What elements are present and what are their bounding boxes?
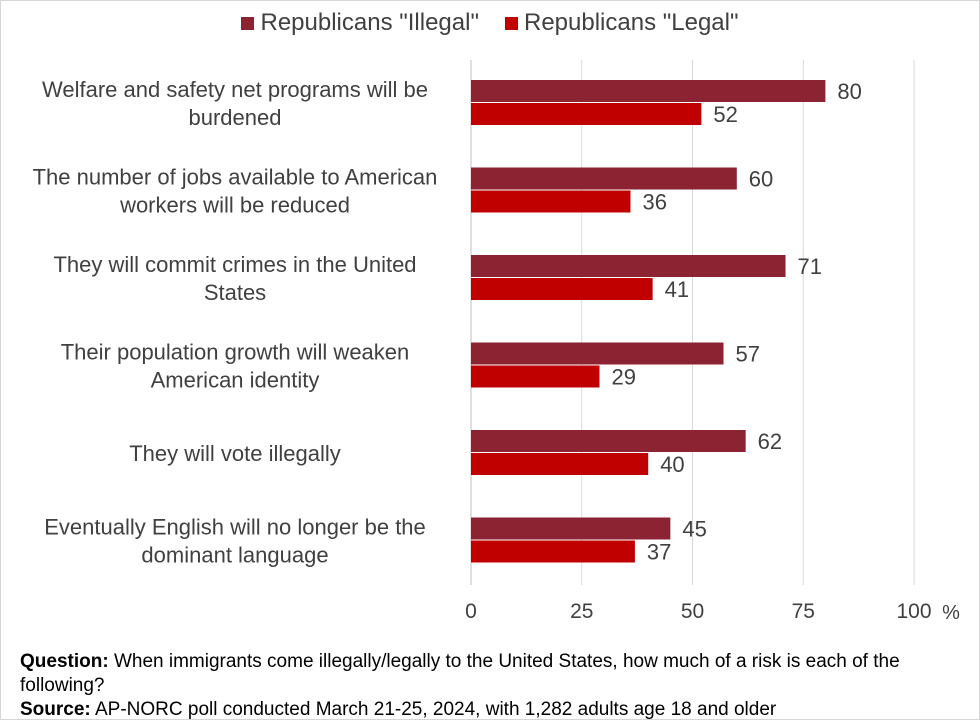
question-text: When immigrants come illegally/legally t…	[20, 651, 900, 696]
data-label: 40	[660, 452, 684, 477]
data-label: 29	[611, 365, 635, 390]
legend: Republicans "Illegal" Republicans "Legal…	[0, 9, 980, 37]
data-label: 52	[713, 102, 737, 127]
category-label: They will vote illegally	[129, 441, 341, 466]
bar-legal	[471, 540, 635, 563]
category-label: workers will be reduced	[119, 193, 350, 218]
category-label: They will commit crimes in the United	[53, 252, 416, 277]
bar-illegal	[471, 517, 671, 540]
category-label: dominant language	[141, 543, 328, 568]
question-label: Question:	[20, 651, 109, 672]
data-label: 57	[736, 342, 760, 367]
data-label: 41	[665, 277, 689, 302]
bar-legal	[471, 453, 649, 475]
data-label: 71	[798, 254, 822, 279]
source-text: AP-NORC poll conducted March 21-25, 2024…	[90, 699, 777, 720]
x-tick-label: 25	[570, 600, 593, 623]
x-unit-label: %	[942, 602, 960, 624]
data-label: 36	[642, 190, 666, 215]
x-tick-label: 0	[465, 600, 477, 623]
source-note: Source: AP-NORC poll conducted March 21-…	[20, 698, 940, 722]
bar-legal	[471, 278, 653, 300]
data-label: 60	[749, 167, 773, 192]
legend-label-legal: Republicans "Legal"	[523, 9, 739, 36]
category-label: burdened	[189, 105, 282, 130]
bar-illegal	[471, 430, 746, 452]
data-label: 80	[837, 79, 861, 104]
category-label: States	[204, 280, 266, 305]
category-label: The number of jobs available to American	[33, 165, 438, 190]
x-tick-label: 50	[681, 600, 704, 623]
x-tick-label: 75	[792, 600, 815, 623]
bar-illegal	[471, 167, 737, 190]
bar-chart: 0 25 50 75 100 % Welfare and safety net progra…	[33, 60, 960, 624]
bar-illegal	[471, 342, 724, 365]
legend-swatch-illegal	[241, 16, 255, 30]
legend-label-illegal: Republicans "Illegal"	[260, 9, 479, 36]
legend-item-illegal: Republicans "Illegal"	[241, 9, 479, 37]
x-tick-label: 100	[896, 600, 931, 623]
source-label: Source:	[20, 699, 91, 720]
bar-legal	[471, 103, 702, 125]
data-label: 37	[647, 540, 671, 565]
category-label: American identity	[151, 368, 320, 393]
data-label: 45	[682, 517, 706, 542]
category-label: Eventually English will no longer be the	[44, 515, 426, 540]
category-label: Welfare and safety net programs will be	[42, 77, 428, 102]
legend-item-legal: Republicans "Legal"	[504, 9, 739, 37]
question-note: Question: When immigrants come illegally…	[20, 650, 940, 698]
bar-illegal	[471, 80, 826, 102]
category-label: Their population growth will weaken	[61, 340, 410, 365]
bar-illegal	[471, 255, 786, 277]
bar-legal	[471, 190, 631, 213]
bar-legal	[471, 365, 600, 388]
footnote: Question: When immigrants come illegally…	[20, 650, 940, 722]
data-label: 62	[758, 429, 782, 454]
legend-swatch-legal	[504, 16, 518, 30]
